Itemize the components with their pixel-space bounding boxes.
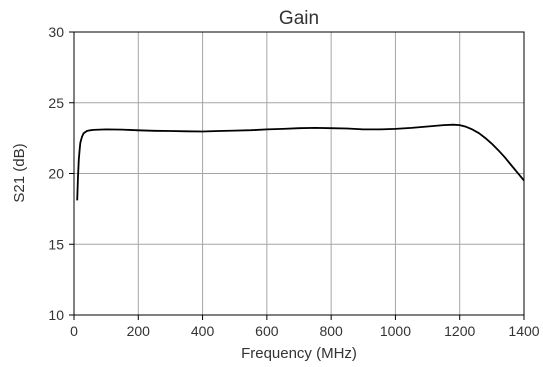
y-axis-title: S21 (dB) [11, 143, 28, 202]
x-tick-label: 1200 [444, 323, 475, 339]
x-tick-label: 1000 [380, 323, 411, 339]
series-layer [76, 123, 525, 201]
y-axis-ticks: 10 15 20 25 30 [48, 24, 74, 323]
x-axis-title: Frequency (MHz) [241, 345, 357, 362]
gain-series-line [76, 123, 525, 201]
x-tick-label: 1400 [508, 323, 539, 339]
x-tick-label: 0 [70, 323, 78, 339]
x-tick-label: 800 [319, 323, 343, 339]
chart-title: Gain [279, 8, 319, 29]
grid-lines [74, 32, 524, 315]
y-tick-label: 30 [48, 24, 64, 40]
y-tick-label: 20 [48, 166, 64, 182]
x-axis-ticks: 0 200 400 600 800 1000 1200 1400 [70, 315, 540, 339]
y-tick-label: 25 [48, 95, 64, 111]
x-tick-label: 400 [191, 323, 215, 339]
x-tick-label: 600 [255, 323, 279, 339]
x-tick-label: 200 [127, 323, 151, 339]
y-tick-label: 15 [48, 236, 64, 252]
y-tick-label: 10 [48, 307, 64, 323]
